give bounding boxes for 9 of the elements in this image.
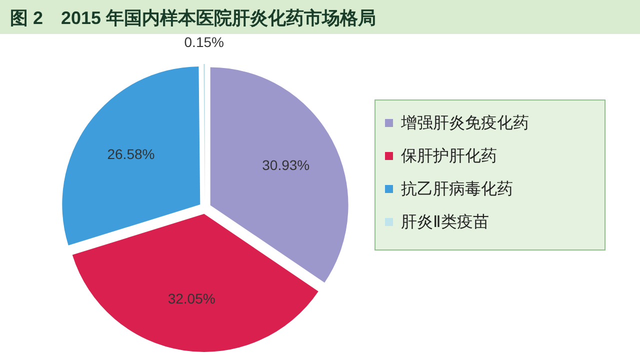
data-label: 32.05% [168,290,216,307]
legend-label: 增强肝炎免疫化药 [400,114,529,132]
data-label: 26.58% [107,146,155,162]
legend-label: 抗乙肝病毒化药 [401,180,513,198]
legend-label: 肝炎Ⅱ类疫苗 [401,213,489,231]
legend-label: 保肝护肝化药 [401,147,497,165]
chart-title: 图 2 2015 年国内样本医院肝炎化药市场格局 [10,8,376,28]
data-label: 0.15% [184,34,224,50]
data-label: 30.93% [262,157,310,174]
